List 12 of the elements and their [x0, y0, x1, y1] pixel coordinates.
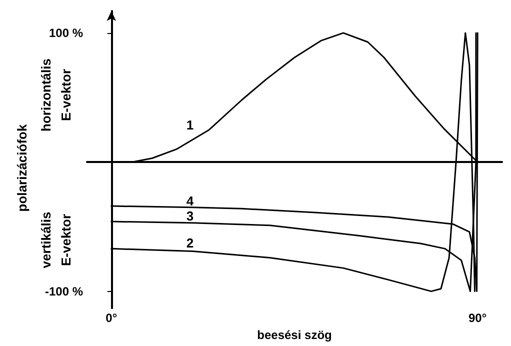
text: horizontális E-vektor — [38, 58, 74, 132]
y-axis-title: polarizációfok — [14, 124, 30, 212]
annotation: 3 — [186, 208, 194, 224]
annotation: 1 — [186, 118, 194, 132]
x-axis-title: beesési szög — [257, 328, 332, 342]
y-tick-label: -100 % — [44, 284, 84, 298]
x-tick-label: 0° — [106, 311, 118, 326]
x-tick-label: 90° — [468, 311, 487, 326]
annotation: 4 — [186, 194, 194, 208]
text: vertikális E-vektor — [38, 212, 74, 268]
y-tick-label: 100 % — [48, 26, 84, 40]
annotation: 2 — [186, 236, 194, 250]
